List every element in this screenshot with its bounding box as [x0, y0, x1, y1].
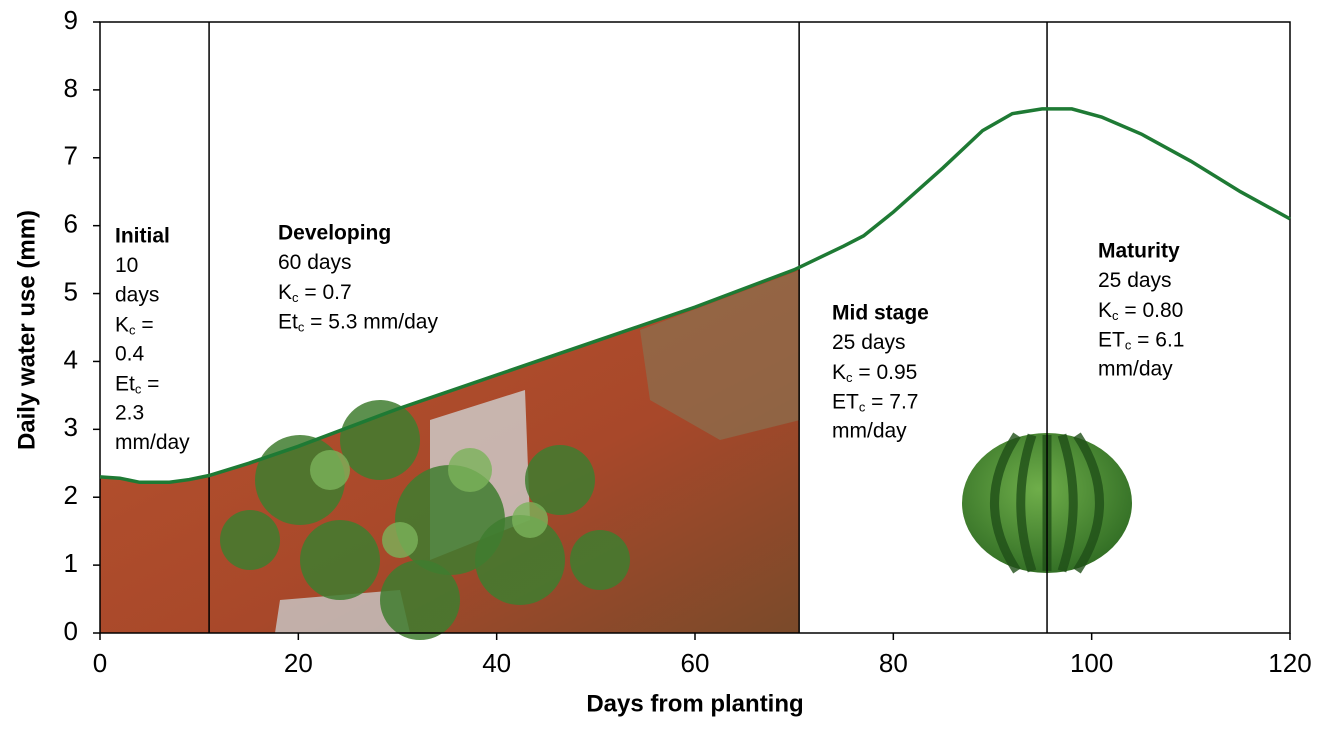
stage-detail: 25 days	[832, 331, 906, 354]
stage-detail: ETc = 7.7	[832, 390, 918, 415]
x-tick-label: 0	[93, 648, 107, 678]
stage-detail: Kc =	[115, 313, 154, 338]
symbol: K	[832, 361, 846, 384]
stage-name: Initial	[115, 225, 170, 248]
y-tick-label: 3	[64, 412, 78, 442]
data-line	[99, 107, 1291, 485]
photo-leaves	[220, 510, 280, 570]
stage-detail: mm/day	[115, 431, 190, 454]
stage-value: = 7.7	[865, 390, 918, 413]
y-axis-title: Daily water use (mm)	[13, 210, 40, 450]
stage-value: = 0.95	[853, 361, 918, 384]
stage-detail: Kc = 0.80	[1098, 299, 1183, 324]
photo-leaves	[448, 448, 492, 492]
stage-detail: Etc = 5.3 mm/day	[278, 310, 438, 335]
stage-detail: 25 days	[1098, 269, 1172, 292]
photo-plastic	[275, 590, 410, 633]
photo-leaves	[525, 445, 595, 515]
y-tick-label: 7	[64, 141, 78, 171]
subscript: c	[129, 323, 136, 338]
symbol: K	[1098, 299, 1112, 322]
subscript: c	[859, 400, 866, 415]
stage-detail: mm/day	[832, 420, 907, 443]
stage-detail: mm/day	[1098, 358, 1173, 381]
symbol: K	[115, 313, 129, 336]
stage-detail: 60 days	[278, 251, 352, 274]
y-tick-label: 2	[64, 480, 78, 510]
x-tick-label: 40	[482, 648, 511, 678]
x-tick-label: 20	[284, 648, 313, 678]
subscript: c	[1125, 338, 1132, 353]
subscript: c	[1112, 308, 1119, 323]
y-tick-label: 0	[64, 616, 78, 646]
stage-name: Mid stage	[832, 302, 929, 325]
stage-value: = 5.3 mm/day	[304, 310, 438, 333]
watermelon-stripe	[1016, 433, 1037, 573]
y-tick-label: 6	[64, 209, 78, 239]
subscript: c	[135, 382, 142, 397]
x-tick-label: 100	[1070, 648, 1113, 678]
watermelon-stripe	[1073, 432, 1104, 574]
symbol: Et	[115, 372, 135, 395]
subscript: c	[846, 370, 853, 385]
stage-value: =	[141, 372, 159, 395]
symbol: Et	[278, 310, 298, 333]
symbol: ET	[1098, 328, 1125, 351]
stage-detail: ETc = 6.1	[1098, 328, 1184, 353]
y-tick-label: 4	[64, 344, 78, 374]
photo-grass	[640, 270, 800, 440]
photo-leaves	[475, 515, 565, 605]
stage-detail: Etc =	[115, 372, 159, 397]
x-tick-label: 120	[1268, 648, 1311, 678]
x-tick-label: 80	[879, 648, 908, 678]
y-tick-label: 5	[64, 276, 78, 306]
subscript: c	[298, 320, 305, 335]
x-axis-title: Days from planting	[586, 690, 803, 717]
stage-value: = 0.80	[1119, 299, 1184, 322]
watermelon-stripe	[990, 432, 1021, 574]
stage-detail: Kc = 0.7	[278, 281, 352, 306]
x-tick-label: 60	[681, 648, 710, 678]
photo-leaves	[382, 522, 418, 558]
stage-value: = 0.7	[299, 281, 352, 304]
stage-name: Maturity	[1098, 240, 1180, 263]
stage-name: Developing	[278, 222, 391, 245]
photo-leaves	[340, 400, 420, 480]
stage-detail: 2.3	[115, 402, 144, 425]
symbol: ET	[832, 390, 859, 413]
watermelon-stripe	[1057, 433, 1078, 573]
stage-detail: 0.4	[115, 343, 145, 366]
symbol: K	[278, 281, 292, 304]
photo-leaves	[570, 530, 630, 590]
subscript: c	[292, 290, 299, 305]
photo-leaves	[310, 450, 350, 490]
photo-leaves	[380, 560, 460, 640]
stage-detail: days	[115, 284, 159, 307]
stage-value: =	[136, 313, 154, 336]
y-tick-label: 8	[64, 73, 78, 103]
y-tick-label: 1	[64, 548, 78, 578]
y-tick-label: 9	[64, 5, 78, 35]
stage-detail: Kc = 0.95	[832, 361, 917, 386]
stage-detail: 10	[115, 254, 138, 277]
photo-leaves	[300, 520, 380, 600]
photo-leaves	[512, 502, 548, 538]
stage-value: = 6.1	[1131, 328, 1184, 351]
